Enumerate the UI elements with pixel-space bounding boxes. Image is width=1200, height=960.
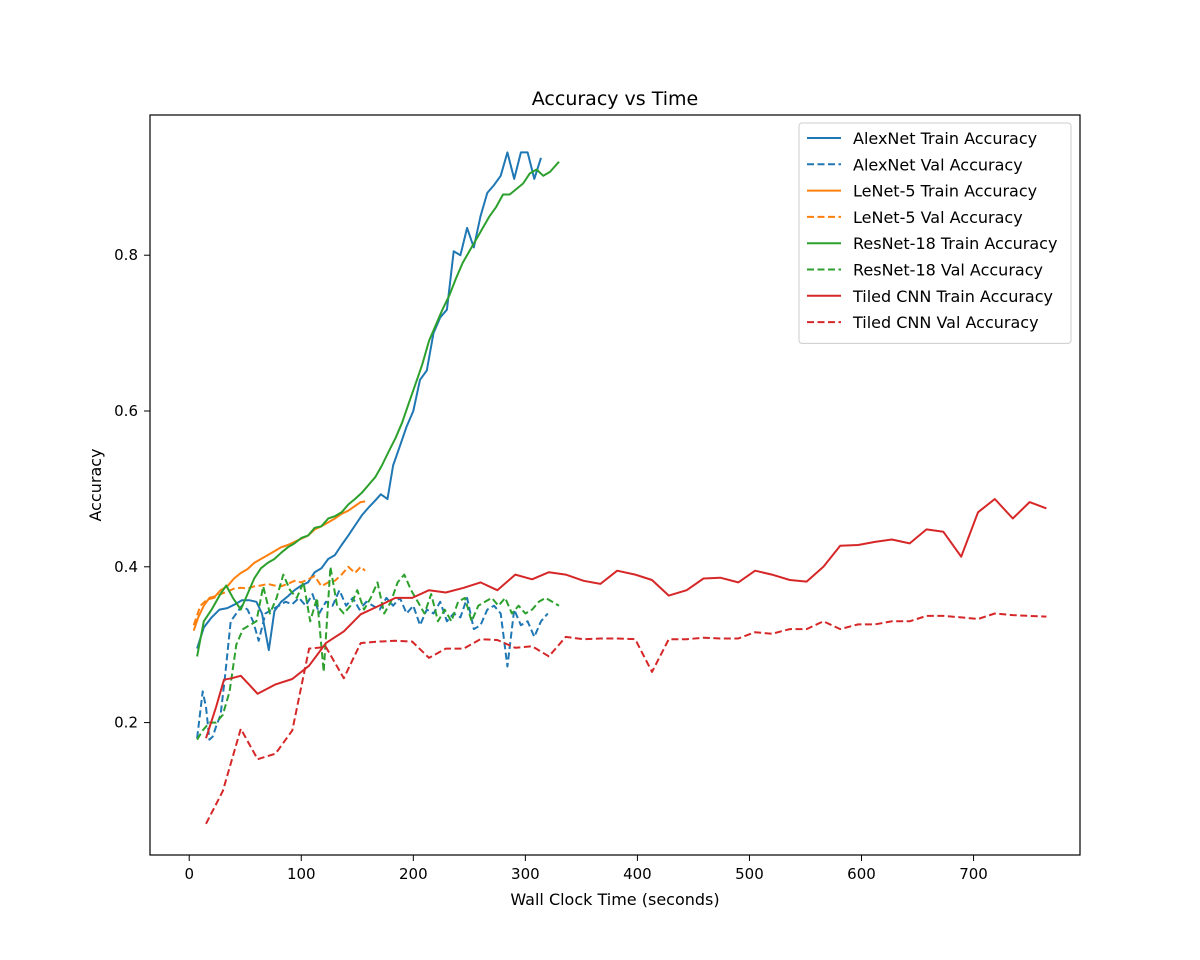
y-tick-label: 0.8 xyxy=(114,246,138,264)
series-line-tiled-cnn-train-accuracy xyxy=(205,498,1047,739)
y-axis: 0.2 0.4 0.6 0.8 xyxy=(114,246,150,732)
x-tick-label: 300 xyxy=(511,865,540,883)
x-axis: 0 100 200 300 400 500 600 700 xyxy=(184,855,988,883)
series-line-alexnet-train-accuracy xyxy=(196,151,542,652)
x-axis-label: Wall Clock Time (seconds) xyxy=(510,890,719,909)
x-tick-label: 500 xyxy=(735,865,764,883)
legend: AlexNet Train Accuracy AlexNet Val Accura… xyxy=(798,122,1072,344)
x-tick-label: 100 xyxy=(287,865,316,883)
y-tick-label: 0.6 xyxy=(114,402,138,420)
x-tick-label: 0 xyxy=(184,865,194,883)
x-tick-label: 600 xyxy=(847,865,876,883)
x-tick-label: 700 xyxy=(959,865,988,883)
legend-label: Tiled CNN Train Accuracy xyxy=(852,287,1053,306)
legend-label: LeNet-5 Val Accuracy xyxy=(853,208,1023,227)
series-line-lenet-5-train-accuracy xyxy=(192,500,366,632)
plot-area xyxy=(192,151,1047,825)
legend-label: Tiled CNN Val Accuracy xyxy=(852,313,1039,332)
y-tick-label: 0.2 xyxy=(114,714,138,732)
series-line-alexnet-val-accuracy xyxy=(196,589,549,741)
legend-label: LeNet-5 Train Accuracy xyxy=(853,182,1037,201)
series-line-lenet-5-val-accuracy xyxy=(192,565,366,626)
y-tick-label: 0.4 xyxy=(114,558,138,576)
legend-label: AlexNet Train Accuracy xyxy=(853,129,1037,148)
legend-box xyxy=(798,122,1072,344)
x-tick-label: 400 xyxy=(623,865,652,883)
chart-title: Accuracy vs Time xyxy=(532,88,698,110)
plot-frame xyxy=(149,114,1081,856)
y-axis-label: Accuracy xyxy=(86,448,105,521)
series-line-tiled-cnn-val-accuracy xyxy=(205,612,1047,825)
legend-label: AlexNet Val Accuracy xyxy=(853,155,1023,174)
x-tick-label: 200 xyxy=(399,865,428,883)
series-line-resnet-18-val-accuracy xyxy=(196,565,560,741)
series-line-resnet-18-train-accuracy xyxy=(196,161,560,657)
legend-label: ResNet-18 Val Accuracy xyxy=(853,261,1043,280)
legend-label: ResNet-18 Train Accuracy xyxy=(853,234,1057,253)
